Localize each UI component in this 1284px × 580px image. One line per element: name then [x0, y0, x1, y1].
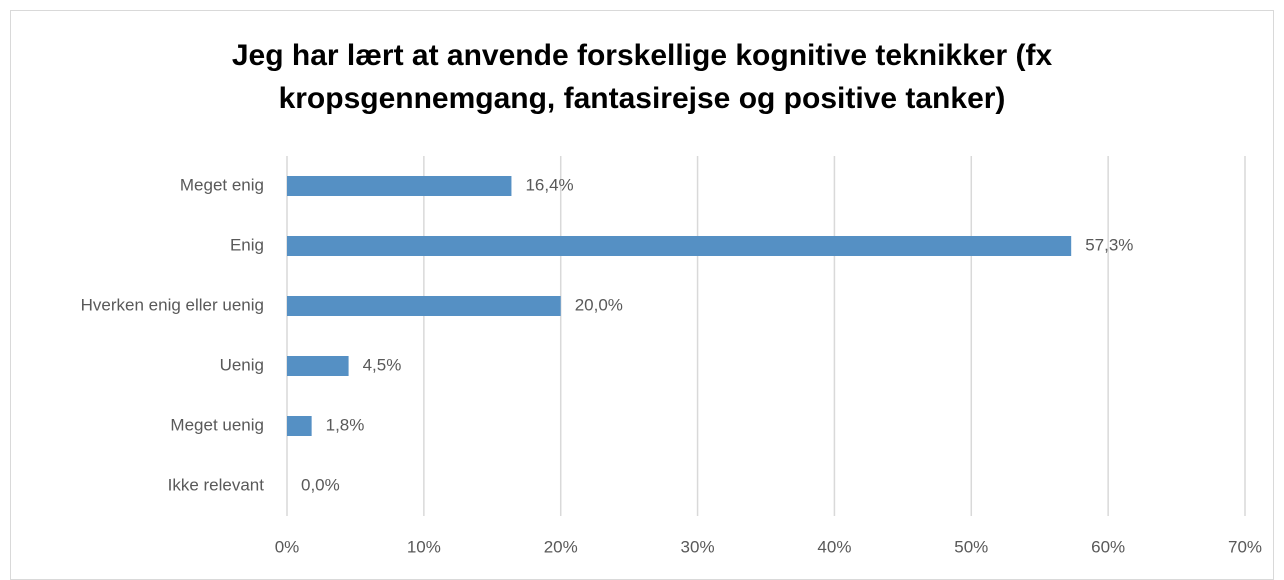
y-tick-label: Enig — [230, 235, 264, 254]
chart-title: Jeg har lært at anvende forskellige kogn… — [231, 39, 1053, 115]
y-tick-label: Uenig — [220, 355, 264, 374]
chart: 0% 10% 20% 30% 40% 50% 60% 70% Meget enig 16,4% En… — [81, 156, 1262, 556]
y-tick-label: Ikke relevant — [168, 475, 265, 494]
x-tick-label: 10% — [407, 537, 441, 556]
y-tick-label: Meget enig — [180, 175, 264, 194]
y-tick-label: Hverken enig eller uenig — [81, 295, 264, 314]
value-label: 0,0% — [301, 475, 340, 494]
x-tick-label: 60% — [1091, 537, 1125, 556]
bar — [287, 416, 312, 436]
bar — [287, 176, 512, 196]
bar — [287, 236, 1072, 256]
x-tick-label: 50% — [954, 537, 988, 556]
y-tick-label: Meget uenig — [170, 415, 264, 434]
x-tick-label: 30% — [681, 537, 715, 556]
bar — [287, 356, 349, 376]
x-tick-label: 0% — [275, 537, 300, 556]
x-tick-label: 40% — [817, 537, 851, 556]
page: {"chart_data": {"type": "bar", "orientat… — [10, 10, 1274, 580]
bar — [287, 296, 561, 316]
value-label: 16,4% — [525, 175, 573, 194]
value-label: 57,3% — [1085, 235, 1133, 254]
x-tick-label: 20% — [544, 537, 578, 556]
value-label: 4,5% — [363, 355, 402, 374]
value-label: 1,8% — [326, 415, 365, 434]
x-tick-label: 70% — [1228, 537, 1262, 556]
value-label: 20,0% — [575, 295, 623, 314]
